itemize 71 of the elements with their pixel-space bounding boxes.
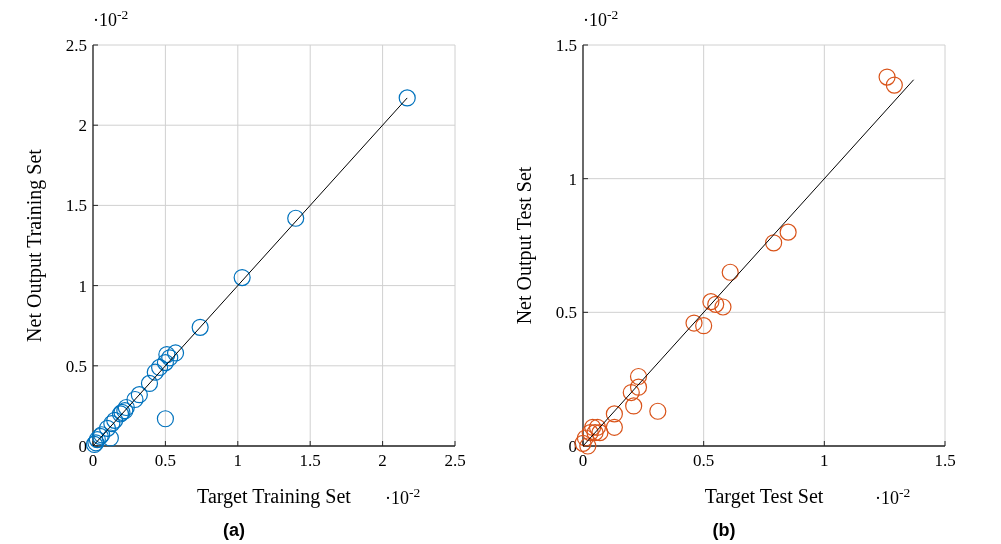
point: [605, 405, 623, 423]
y-tick-label: 1.5: [555, 36, 577, 55]
point: [584, 418, 602, 436]
point: [191, 318, 209, 336]
point: [579, 437, 597, 455]
y-tick-label: 0: [78, 437, 87, 456]
point: [581, 424, 599, 442]
point: [158, 345, 176, 364]
text: (a): [223, 520, 245, 540]
x-tick-label: 2: [378, 451, 387, 470]
y-axis-title: Net Output Training Set: [23, 148, 46, 342]
x-tick-label: 0.5: [693, 451, 715, 470]
point: [166, 344, 185, 362]
x-tick-label: 1.5: [299, 451, 321, 470]
point: [588, 418, 607, 436]
point: [885, 76, 903, 94]
text: (b): [712, 520, 736, 540]
x-tick-label: 1: [233, 451, 243, 470]
point: [779, 223, 797, 241]
point: [233, 268, 251, 287]
point: [622, 383, 640, 402]
point: [398, 89, 416, 107]
point: [117, 398, 135, 417]
point: [161, 349, 179, 367]
point: [287, 209, 305, 227]
point: [707, 295, 725, 313]
y-tick-label: 0.5: [65, 356, 87, 376]
point: [103, 414, 121, 433]
point: [140, 374, 159, 393]
point: [130, 386, 148, 404]
point: [591, 424, 609, 442]
point: [146, 363, 164, 381]
x-tick-label: 1: [820, 451, 829, 470]
point: [586, 424, 604, 442]
text: ·10$^{-2}$: [875, 484, 911, 508]
point: [721, 263, 739, 281]
point: [649, 402, 667, 420]
point: [576, 429, 595, 447]
point: [629, 367, 648, 386]
point: [126, 390, 144, 409]
point: [106, 411, 124, 429]
point: [878, 68, 896, 86]
point: [702, 293, 720, 311]
y-tick-label: 1.5: [65, 196, 87, 216]
text: ·10$^{-2}$: [583, 6, 619, 30]
point: [151, 358, 169, 376]
x-tick-label: 1.5: [934, 451, 956, 470]
x-axis-title: Target Training Set: [197, 485, 352, 508]
point: [156, 410, 174, 428]
y-tick-label: 2: [78, 116, 87, 136]
point: [685, 314, 703, 332]
point: [714, 298, 732, 316]
point: [765, 234, 783, 252]
y-tick-label: 2.5: [65, 36, 87, 55]
y-axis-title: Net Output Test Set: [513, 166, 536, 325]
point: [88, 430, 106, 449]
point: [605, 418, 623, 436]
point: [101, 429, 119, 447]
text: ·10$^{-2}$: [93, 6, 129, 30]
point: [695, 317, 713, 335]
point: [156, 353, 174, 372]
text: ·10$^{-2}$: [385, 484, 421, 508]
x-tick-label: 2.5: [444, 451, 466, 470]
x-tick-label: 0.5: [154, 451, 177, 470]
point: [629, 378, 648, 396]
x-axis-title: Target Test Set: [704, 485, 824, 508]
y-tick-label: 1: [78, 276, 87, 296]
y-tick-label: 0.5: [555, 303, 577, 323]
y-tick-label: 1: [568, 169, 577, 189]
point: [625, 397, 643, 415]
point: [98, 419, 117, 437]
